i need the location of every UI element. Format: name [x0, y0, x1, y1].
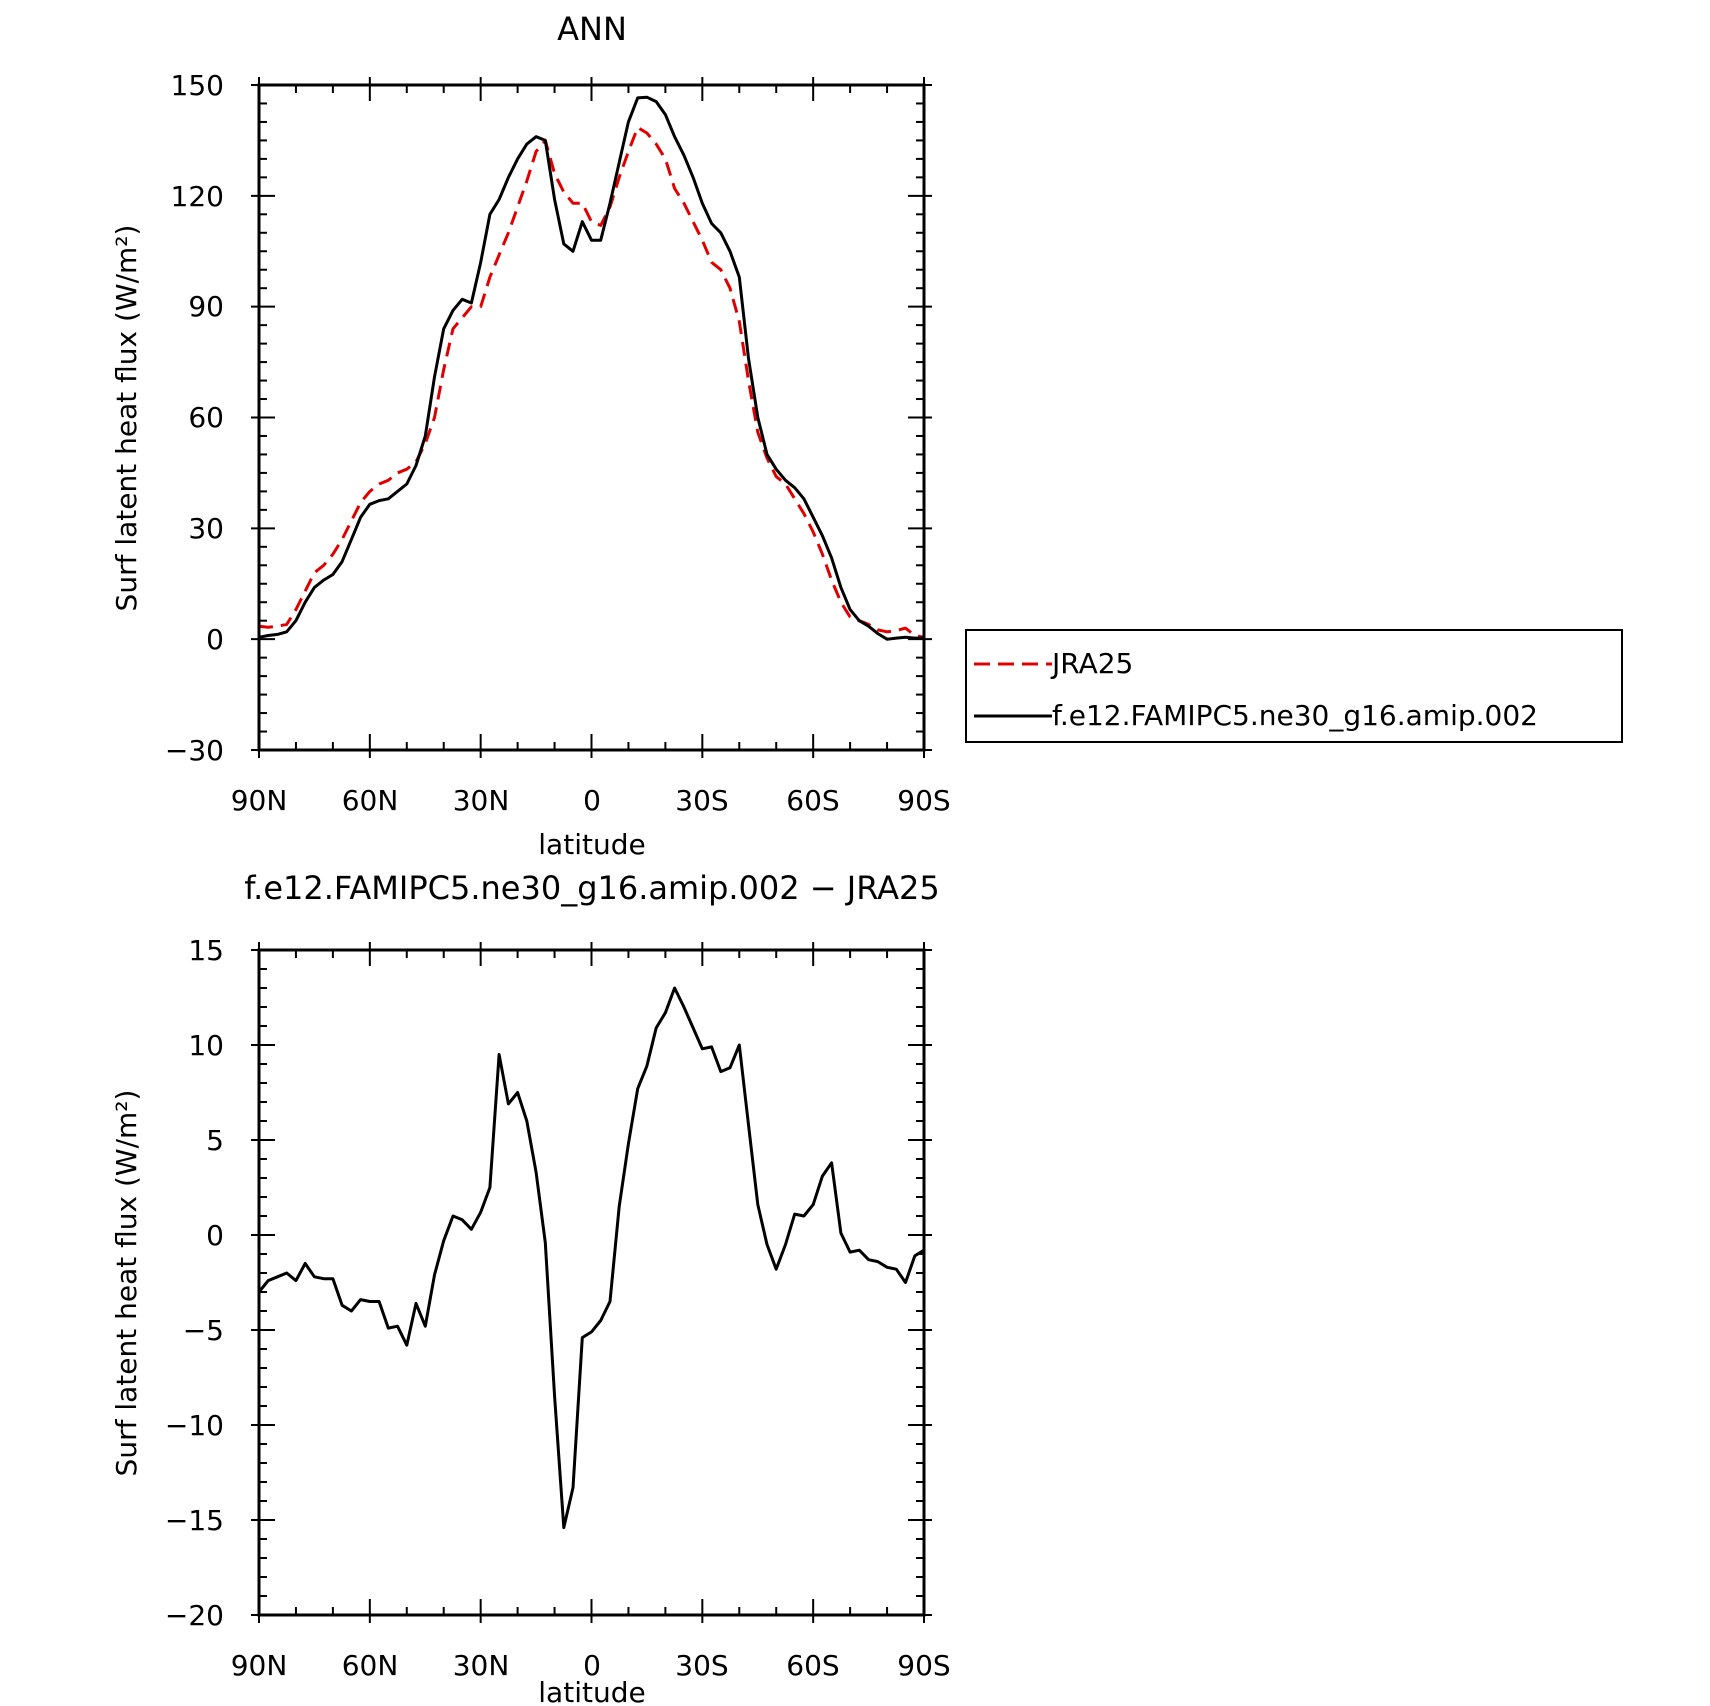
bottom-x-tick-label: 60S — [786, 1649, 839, 1682]
bottom-y-tick-label: −20 — [165, 1599, 224, 1632]
bottom-x-axis-title: latitude — [538, 1676, 645, 1706]
top-x-tick-label: 30N — [453, 784, 510, 817]
top-series-line-1 — [258, 126, 925, 639]
bottom-plot-frame — [257, 948, 926, 1617]
top-y-tick-label: 90 — [188, 290, 224, 323]
top-y-tick-labels: 150 120 90 60 30 0 −30 — [165, 69, 224, 767]
top-series-line-2 — [258, 95, 924, 641]
bottom-y-tick-label: −5 — [183, 1314, 224, 1347]
top-panel: ANN 150 120 90 60 30 0 −30 90N 60N 30N 0… — [110, 10, 1623, 861]
bottom-y-tick-label: −15 — [165, 1504, 224, 1537]
bottom-y-tick-label: 15 — [188, 934, 224, 967]
bottom-series-group — [257, 986, 925, 1530]
top-y-tick-label: −30 — [165, 734, 224, 767]
legend-box — [965, 629, 1623, 743]
bottom-y-tick-label: 5 — [206, 1124, 224, 1157]
bottom-x-tick-label: 30S — [675, 1649, 728, 1682]
bottom-y-axis-title: Surf latent heat flux (W/m²) — [110, 1090, 143, 1477]
bottom-y-ticks — [251, 949, 932, 1616]
bottom-x-tick-label: 90N — [231, 1649, 288, 1682]
bottom-x-tick-label: 60N — [342, 1649, 399, 1682]
top-x-axis-title: latitude — [538, 828, 645, 861]
bottom-x-tick-labels: 90N 60N 30N 0 30S 60S 90S — [231, 1649, 951, 1682]
bottom-y-tick-labels: 15 10 5 0 −5 −10 −15 −20 — [165, 934, 224, 1632]
bottom-x-tick-label: 30N — [453, 1649, 510, 1682]
bottom-chart-title: f.e12.FAMIPC5.ne30_g16.amip.002 − JRA25 — [244, 869, 940, 907]
bottom-y-tick-label: −10 — [165, 1409, 224, 1442]
top-y-tick-label: 60 — [188, 401, 224, 434]
top-plot-frame — [257, 83, 926, 752]
top-y-ticks — [251, 84, 932, 751]
top-x-tick-label: 0 — [583, 784, 601, 817]
top-x-tick-label: 90N — [231, 784, 288, 817]
top-y-tick-label: 150 — [171, 69, 224, 102]
top-y-tick-label: 120 — [171, 180, 224, 213]
top-series-group — [258, 95, 925, 641]
top-x-tick-label: 60N — [342, 784, 399, 817]
top-y-axis-title: Surf latent heat flux (W/m²) — [110, 225, 143, 612]
top-chart-title: ANN — [557, 10, 627, 48]
top-y-tick-label: 0 — [206, 623, 224, 656]
legend-label-model: f.e12.FAMIPC5.ne30_g16.amip.002 — [1052, 699, 1538, 732]
bottom-x-tick-label: 90S — [897, 1649, 950, 1682]
top-x-tick-labels: 90N 60N 30N 0 30S 60S 90S — [231, 784, 951, 817]
top-y-tick-label: 30 — [188, 512, 224, 545]
bottom-panel: f.e12.FAMIPC5.ne30_g16.amip.002 − JRA25 … — [110, 869, 951, 1706]
bottom-x-tick-label: 0 — [583, 1649, 601, 1682]
top-x-tick-label: 30S — [675, 784, 728, 817]
bottom-x-ticks — [258, 942, 925, 1623]
legend: JRA25 f.e12.FAMIPC5.ne30_g16.amip.002 — [965, 629, 1623, 743]
top-x-ticks — [258, 77, 925, 758]
bottom-y-tick-label: 0 — [206, 1219, 224, 1252]
top-x-tick-label: 60S — [786, 784, 839, 817]
top-x-tick-label: 90S — [897, 784, 950, 817]
bottom-series-line-1 — [257, 986, 925, 1530]
bottom-y-tick-label: 10 — [188, 1029, 224, 1062]
legend-label-jra25: JRA25 — [1050, 647, 1133, 680]
